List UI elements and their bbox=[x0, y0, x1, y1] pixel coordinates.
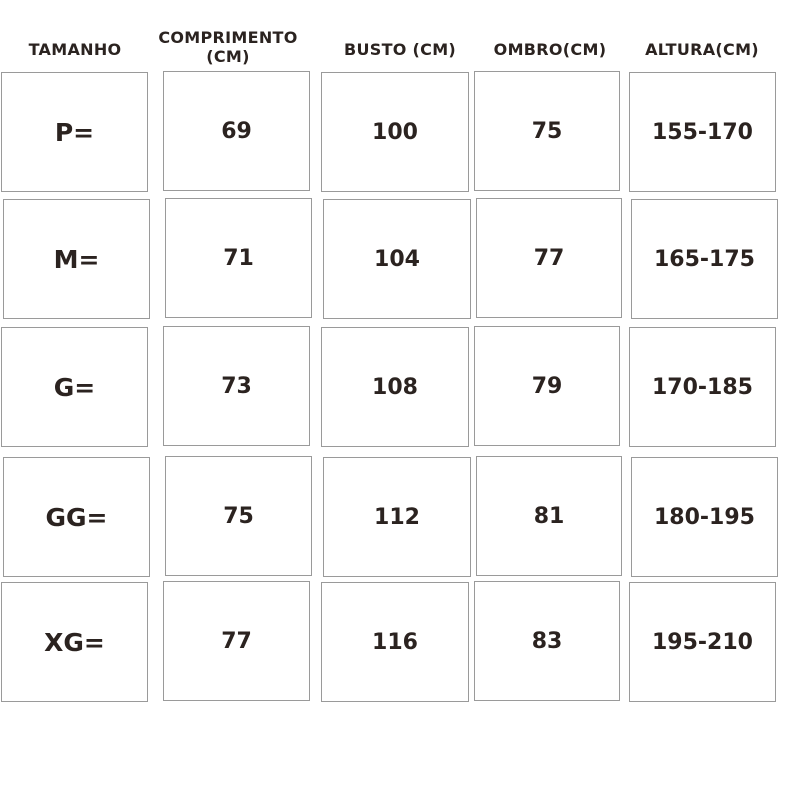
size-label-cell: P= bbox=[1, 72, 148, 192]
table-cell: 73 bbox=[163, 326, 310, 446]
table-cell: 77 bbox=[476, 198, 622, 318]
column-header: OMBRO(CM) bbox=[493, 40, 607, 59]
table-cell: 75 bbox=[474, 71, 620, 191]
table-cell: 155-170 bbox=[629, 72, 776, 192]
table-cell: 180-195 bbox=[631, 457, 778, 577]
table-cell: 81 bbox=[476, 456, 622, 576]
table-cell: 69 bbox=[163, 71, 310, 191]
size-label-cell: M= bbox=[3, 199, 150, 319]
column-header: COMPRIMENTO (CM) bbox=[158, 28, 298, 66]
table-cell: 77 bbox=[163, 581, 310, 701]
table-cell: 83 bbox=[474, 581, 620, 701]
table-cell: 75 bbox=[165, 456, 312, 576]
table-cell: 195-210 bbox=[629, 582, 776, 702]
table-cell: 79 bbox=[474, 326, 620, 446]
table-cell: 71 bbox=[165, 198, 312, 318]
table-cell: 170-185 bbox=[629, 327, 776, 447]
table-cell: 112 bbox=[323, 457, 471, 577]
size-label-cell: G= bbox=[1, 327, 148, 447]
table-cell: 100 bbox=[321, 72, 469, 192]
size-label-cell: GG= bbox=[3, 457, 150, 577]
column-header: TAMANHO bbox=[28, 40, 122, 59]
table-cell: 104 bbox=[323, 199, 471, 319]
table-cell: 108 bbox=[321, 327, 469, 447]
column-header: ALTURA(CM) bbox=[645, 40, 759, 59]
size-label-cell: XG= bbox=[1, 582, 148, 702]
table-cell: 165-175 bbox=[631, 199, 778, 319]
table-cell: 116 bbox=[321, 582, 469, 702]
column-header: BUSTO (CM) bbox=[343, 40, 457, 59]
